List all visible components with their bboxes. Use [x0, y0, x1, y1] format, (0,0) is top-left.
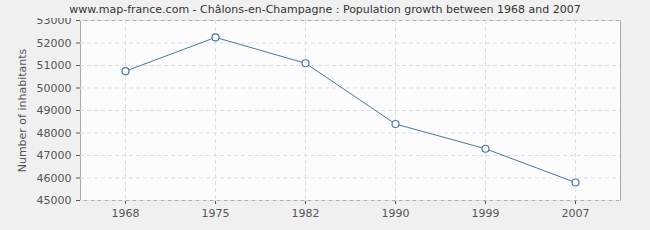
svg-text:52000: 52000 — [37, 37, 72, 50]
svg-text:50000: 50000 — [37, 82, 72, 95]
svg-text:1968: 1968 — [112, 207, 140, 220]
svg-text:2007: 2007 — [562, 207, 590, 220]
svg-text:Number of inhabitants: Number of inhabitants — [16, 48, 29, 172]
svg-text:1990: 1990 — [382, 207, 410, 220]
svg-text:53000: 53000 — [37, 18, 72, 27]
svg-text:48000: 48000 — [37, 127, 72, 140]
svg-text:45000: 45000 — [37, 194, 72, 207]
svg-text:1982: 1982 — [292, 207, 320, 220]
svg-text:1975: 1975 — [202, 207, 230, 220]
svg-text:47000: 47000 — [37, 149, 72, 162]
svg-text:46000: 46000 — [37, 172, 72, 185]
html-text:www.map-france.com - Châlons-e: www.map-france.com - Châlons-en-Champagn… — [69, 3, 581, 16]
svg-text:1999: 1999 — [472, 207, 500, 220]
svg-text:49000: 49000 — [37, 104, 72, 117]
svg-text:51000: 51000 — [37, 59, 72, 72]
